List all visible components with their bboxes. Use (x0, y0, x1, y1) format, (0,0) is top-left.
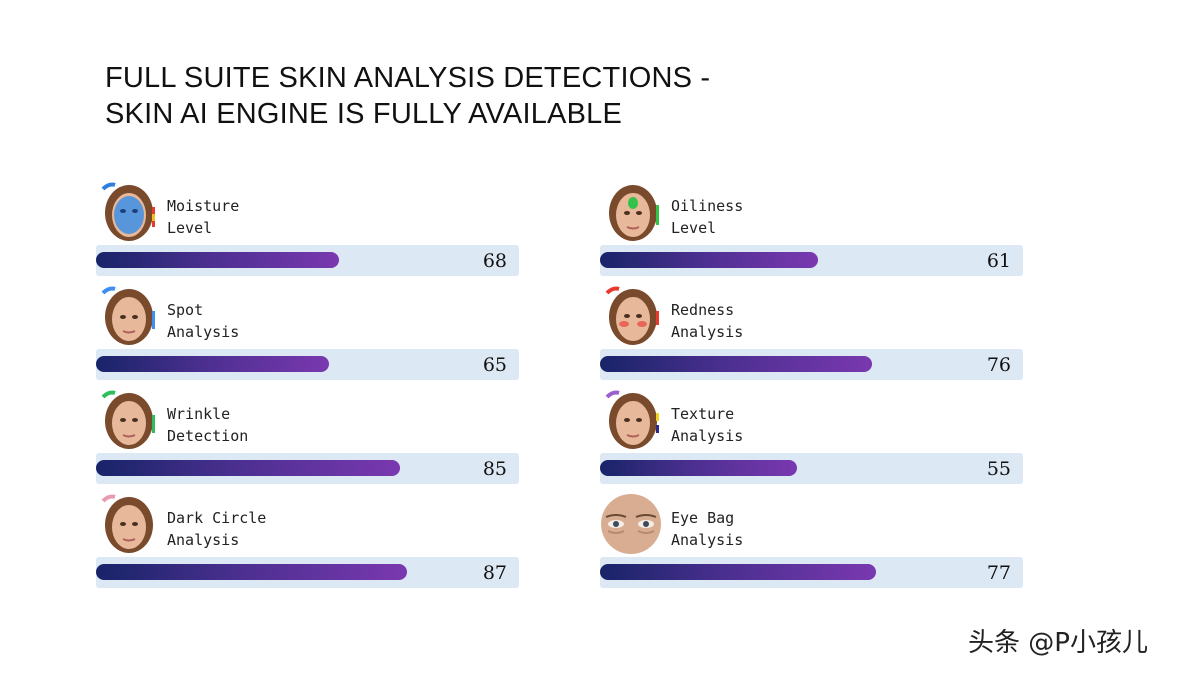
score-value: 85 (482, 458, 507, 480)
score-value: 68 (482, 250, 507, 272)
score-bar-fill (600, 564, 876, 580)
score-bar-fill (600, 460, 797, 476)
metric-card-moisture: Moisture Level 68 (96, 181, 521, 277)
score-bar-track: 76 (600, 349, 1023, 380)
score-bar-track: 68 (96, 245, 519, 276)
score-bar-track: 65 (96, 349, 519, 380)
metric-label: Redness Analysis (671, 301, 744, 341)
score-bar-track: 77 (600, 557, 1023, 588)
score-bar-track: 87 (96, 557, 519, 588)
metric-card-oiliness: Oiliness Level 61 (600, 181, 1025, 277)
eye-bag-closeup-icon (600, 493, 662, 554)
score-bar-fill (96, 356, 329, 372)
page-title: FULL SUITE SKIN ANALYSIS DETECTIONS - SK… (105, 60, 710, 132)
metric-label: Texture Analysis (671, 405, 744, 445)
title-line-2: SKIN AI ENGINE IS FULLY AVAILABLE (105, 98, 623, 130)
metric-card-redness: Redness Analysis 76 (600, 285, 1025, 381)
metric-label: Oiliness Level (671, 197, 744, 237)
title-line-1: FULL SUITE SKIN ANALYSIS DETECTIONS - (105, 62, 711, 94)
oiliness-face-icon (605, 181, 661, 241)
metric-label: Eye Bag Analysis (671, 509, 744, 549)
texture-face-icon (605, 389, 661, 449)
moisture-face-icon (101, 181, 157, 241)
score-value: 61 (986, 250, 1011, 272)
score-bar-track: 55 (600, 453, 1023, 484)
dark-circle-face-icon (101, 493, 157, 553)
score-value: 65 (482, 354, 507, 376)
spot-face-icon (101, 285, 157, 345)
score-bar-fill (96, 252, 339, 268)
score-bar-fill (600, 252, 818, 268)
score-bar-track: 61 (600, 245, 1023, 276)
wrinkle-face-icon (101, 389, 157, 449)
score-value: 76 (986, 354, 1011, 376)
metric-label: Spot Analysis (167, 301, 240, 341)
metric-card-dark-circle: Dark Circle Analysis 87 (96, 493, 521, 589)
score-bar-track: 85 (96, 453, 519, 484)
score-bar-fill (96, 460, 400, 476)
metric-card-spot: Spot Analysis 65 (96, 285, 521, 381)
metric-label: Moisture Level (167, 197, 240, 237)
metric-label: Wrinkle Detection (167, 405, 249, 445)
score-bar-fill (600, 356, 872, 372)
metric-card-eye-bag: Eye Bag Analysis 77 (600, 493, 1025, 589)
score-value: 87 (482, 562, 507, 584)
metric-label: Dark Circle Analysis (167, 509, 267, 549)
redness-face-icon (605, 285, 661, 345)
score-bar-fill (96, 564, 407, 580)
score-value: 77 (986, 562, 1011, 584)
metric-card-texture: Texture Analysis 55 (600, 389, 1025, 485)
watermark: 头条 @P小孩儿 (968, 628, 1148, 658)
score-value: 55 (986, 458, 1011, 480)
metric-card-wrinkle: Wrinkle Detection 85 (96, 389, 521, 485)
